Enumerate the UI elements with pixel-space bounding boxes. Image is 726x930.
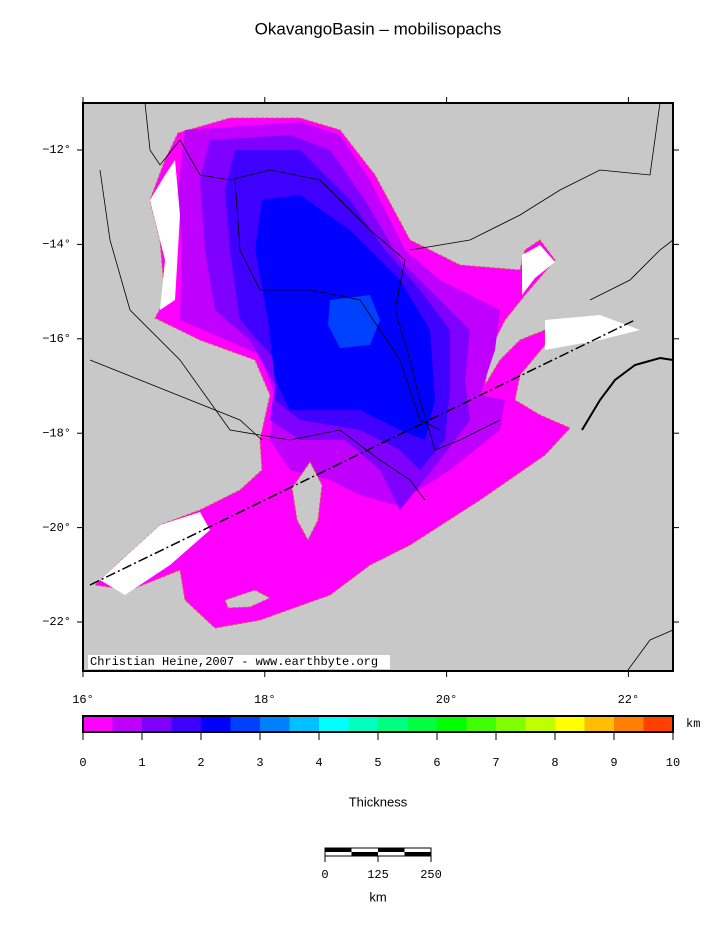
title: OkavangoBasin – mobilisopachs — [255, 19, 502, 38]
colorbar-tick-label: 2 — [197, 756, 204, 770]
map-area: Christian Heine,2007 - www.earthbyte.org — [82, 102, 674, 672]
lon-tick-label: 16° — [72, 693, 94, 707]
lat-tick-label: −14° — [42, 238, 71, 252]
colorbar-swatch — [319, 716, 349, 732]
lat-tick-label: −12° — [42, 143, 71, 157]
lake — [522, 245, 555, 295]
colorbar-tick-label: 3 — [256, 756, 263, 770]
credit: Christian Heine,2007 - www.earthbyte.org — [90, 655, 378, 669]
colorbar-tick-label: 9 — [610, 756, 617, 770]
credit-box — [88, 655, 390, 669]
colorbar-swatch — [643, 716, 674, 732]
colorbar-tick-label: 7 — [492, 756, 499, 770]
hole — [224, 589, 272, 609]
colorbar-swatch — [496, 716, 526, 732]
scalebar-segment — [378, 848, 405, 852]
colorbar-swatch — [437, 716, 467, 732]
colorbar-tick-label: 8 — [551, 756, 558, 770]
colorbar-swatch — [614, 716, 644, 732]
coastline — [581, 356, 674, 431]
colorbar-swatch — [555, 716, 585, 732]
colorbar-swatch — [201, 716, 231, 732]
lat-tick-label: −18° — [42, 426, 71, 440]
lon-tick-label: 20° — [436, 693, 458, 707]
colorbar-tick-label: 1 — [138, 756, 145, 770]
colorbar-tick-label: 6 — [433, 756, 440, 770]
rivers — [89, 102, 674, 671]
hole — [291, 461, 323, 542]
scalebar: 0 125 250 — [321, 847, 442, 882]
colorbar-unit: km — [686, 717, 700, 731]
lon-tick-label: 18° — [254, 693, 276, 707]
lake — [545, 315, 640, 350]
colorbar-swatch — [230, 716, 261, 732]
lat-tick-label: −22° — [42, 615, 71, 629]
scalebar-segment — [351, 852, 378, 856]
colorbar-swatch — [112, 716, 143, 732]
isopach-5 — [328, 295, 380, 348]
colorbar-swatch — [584, 716, 615, 732]
colorbar-tick-label: 0 — [79, 756, 86, 770]
colorbar-swatch — [525, 716, 556, 732]
colorbar-swatch — [407, 716, 438, 732]
colorbar-tick-label: 4 — [315, 756, 322, 770]
scalebar-tick-label: 250 — [420, 868, 442, 882]
colorbar-swatch — [378, 716, 408, 732]
colorbar-swatch — [83, 716, 113, 732]
colorbar-tick-label: 5 — [374, 756, 381, 770]
scalebar-segment — [404, 852, 431, 856]
lake — [150, 160, 180, 310]
colorbar: 0 1 2 3 4 5 6 7 8 9 10 — [79, 715, 680, 770]
profile-line — [89, 319, 636, 586]
colorbar-label: Thickness — [349, 794, 408, 809]
colorbar-swatch — [289, 716, 320, 732]
scalebar-tick-label: 125 — [367, 868, 389, 882]
colorbar-swatch — [142, 716, 172, 732]
colorbar-swatch — [260, 716, 290, 732]
scalebar-unit: km — [369, 889, 386, 904]
map-frame — [82, 102, 674, 672]
colorbar-swatch — [348, 716, 379, 732]
colorbar-swatch — [466, 716, 497, 732]
colorbar-tick-label: 10 — [666, 756, 680, 770]
scalebar-tick-label: 0 — [321, 868, 328, 882]
scalebar-segment — [325, 848, 352, 852]
lat-tick-label: −20° — [42, 521, 71, 535]
colorbar-swatch — [171, 716, 202, 732]
lat-tick-label: −16° — [42, 332, 71, 346]
lon-tick-label: 22° — [618, 693, 640, 707]
